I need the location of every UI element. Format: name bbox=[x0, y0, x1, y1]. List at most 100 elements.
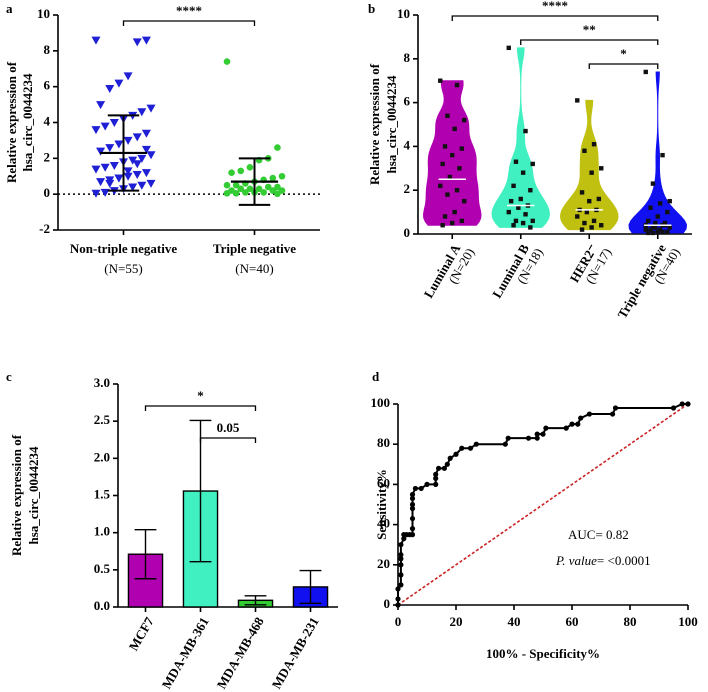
significance-bracket bbox=[199, 437, 257, 443]
data-point bbox=[438, 78, 443, 83]
category-note: (N=40) bbox=[235, 261, 273, 276]
data-point bbox=[105, 84, 115, 93]
reference-line bbox=[397, 403, 689, 606]
y-axis-label: hsa_circ_0044234 bbox=[26, 446, 41, 544]
data-point bbox=[100, 163, 110, 172]
data-point bbox=[91, 189, 101, 198]
significance-label: * bbox=[620, 46, 627, 61]
data-point bbox=[132, 170, 142, 179]
data-point bbox=[395, 586, 401, 592]
data-point bbox=[237, 167, 245, 175]
data-point bbox=[146, 179, 156, 188]
x-tick-label: 80 bbox=[624, 614, 637, 629]
data-point bbox=[596, 196, 602, 202]
data-point bbox=[506, 45, 511, 51]
data-point bbox=[409, 515, 416, 522]
y-tick-label: 2 bbox=[404, 181, 411, 196]
data-point bbox=[141, 36, 151, 45]
data-point bbox=[395, 602, 401, 608]
data-point bbox=[473, 441, 479, 447]
data-point bbox=[575, 98, 580, 103]
data-point bbox=[114, 140, 124, 149]
y-tick-label: 10 bbox=[37, 6, 50, 21]
y-tick-label: 1.5 bbox=[94, 486, 111, 501]
data-point bbox=[246, 163, 254, 171]
data-point bbox=[409, 491, 416, 498]
y-tick-label: 6 bbox=[44, 78, 51, 93]
data-point bbox=[655, 214, 660, 219]
data-point bbox=[96, 178, 106, 187]
x-tick-label: MDA-MB-468 bbox=[214, 614, 267, 691]
data-point bbox=[246, 185, 254, 193]
panel-letter: b bbox=[368, 1, 375, 16]
data-point bbox=[589, 225, 594, 230]
data-point bbox=[516, 205, 521, 210]
significance-bracket bbox=[520, 39, 659, 45]
data-point bbox=[146, 104, 156, 113]
error-bar bbox=[238, 157, 271, 206]
data-point bbox=[274, 144, 281, 151]
data-point bbox=[459, 218, 465, 224]
data-point bbox=[96, 147, 106, 156]
data-point bbox=[502, 441, 508, 447]
data-point bbox=[137, 181, 147, 190]
data-point bbox=[223, 181, 231, 189]
error-bar bbox=[134, 528, 157, 580]
data-point bbox=[128, 156, 138, 165]
y-axis-label: Relative expression of bbox=[367, 63, 382, 185]
y-axis-label: Relative expression of bbox=[4, 61, 19, 183]
data-point bbox=[398, 552, 404, 558]
data-point bbox=[440, 161, 445, 167]
data-point bbox=[223, 58, 231, 65]
data-point bbox=[442, 214, 448, 219]
data-point bbox=[232, 181, 240, 189]
data-point bbox=[513, 218, 519, 224]
data-point bbox=[462, 117, 467, 123]
data-point bbox=[264, 183, 272, 191]
data-point bbox=[582, 148, 587, 153]
data-point bbox=[457, 166, 462, 171]
data-point bbox=[242, 189, 249, 196]
data-point bbox=[667, 225, 672, 230]
error-bar bbox=[299, 569, 322, 604]
panel-letter: c bbox=[6, 369, 12, 384]
data-point bbox=[540, 431, 546, 437]
x-tick-label: 0 bbox=[395, 614, 402, 629]
data-point bbox=[100, 188, 110, 197]
data-point bbox=[599, 223, 604, 228]
annotation-label: P. value bbox=[555, 553, 597, 568]
y-axis-label: Sensitivity% bbox=[374, 469, 389, 540]
data-point bbox=[109, 119, 119, 127]
y-tick-label: 100 bbox=[371, 395, 391, 410]
data-point bbox=[433, 481, 439, 487]
data-point bbox=[137, 154, 147, 163]
data-point bbox=[657, 227, 663, 232]
data-point bbox=[141, 169, 151, 178]
data-point bbox=[454, 82, 460, 88]
y-tick-label: 1.0 bbox=[94, 524, 110, 539]
data-point bbox=[670, 405, 677, 411]
data-point bbox=[685, 401, 691, 407]
y-tick-label: 2.0 bbox=[94, 449, 110, 464]
x-tick-label: MCF7 bbox=[126, 614, 157, 653]
data-point bbox=[530, 218, 535, 224]
data-point bbox=[575, 421, 581, 427]
data-point bbox=[655, 229, 660, 235]
data-point bbox=[645, 230, 651, 236]
data-point bbox=[452, 209, 457, 215]
y-tick-label: 2.5 bbox=[94, 412, 111, 427]
data-point bbox=[591, 218, 597, 224]
data-point bbox=[146, 151, 156, 160]
data-point bbox=[91, 126, 101, 135]
data-point bbox=[91, 165, 101, 174]
significance-bracket bbox=[144, 405, 257, 411]
data-point bbox=[398, 556, 404, 562]
data-point bbox=[450, 152, 455, 158]
y-axis-label: Relative expression of bbox=[9, 434, 24, 556]
data-point bbox=[395, 596, 401, 602]
data-point bbox=[278, 172, 286, 180]
y-tick-label: 8 bbox=[44, 42, 51, 57]
data-point bbox=[648, 205, 653, 210]
y-tick-label: 8 bbox=[404, 50, 411, 65]
panel-letter: d bbox=[372, 369, 380, 384]
